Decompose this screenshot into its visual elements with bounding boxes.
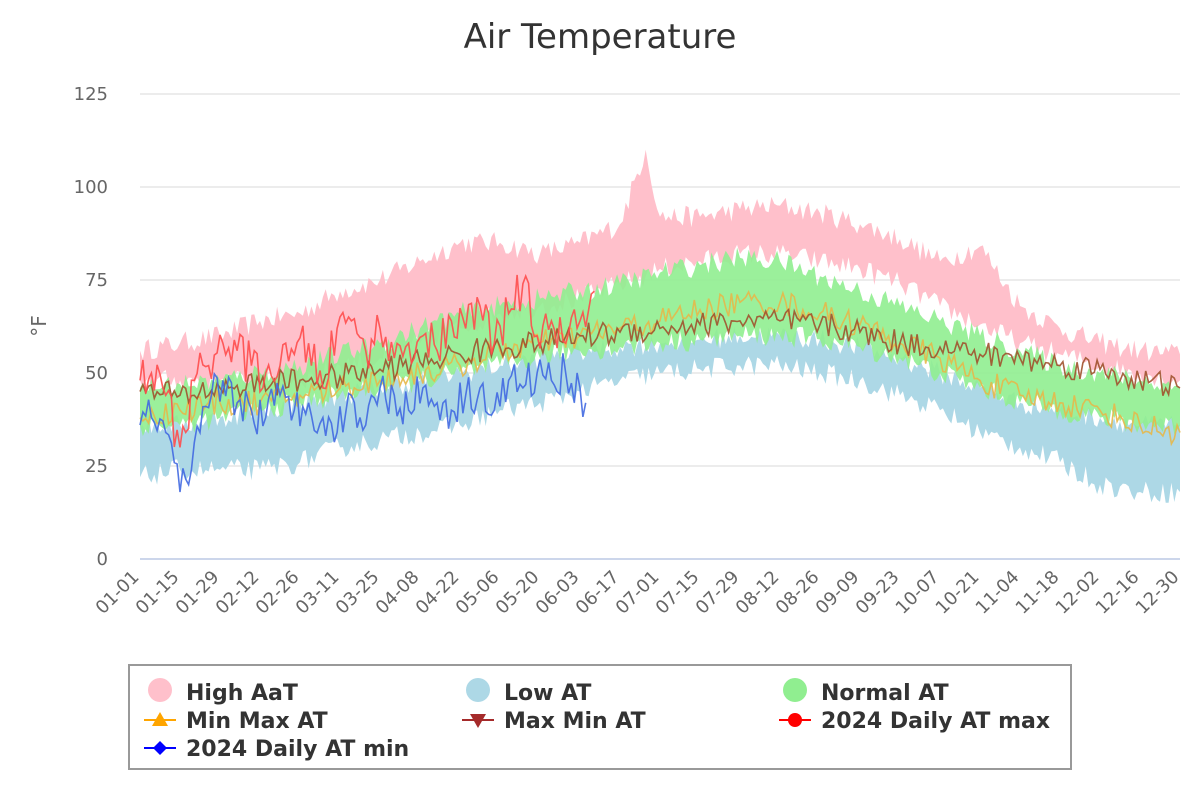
x-tick-label: 10-21 [932, 567, 984, 619]
x-tick-label: 10-07 [892, 567, 944, 619]
x-tick-label: 06-03 [532, 567, 584, 619]
x-tick-label: 06-17 [572, 567, 624, 619]
legend-label: High AaT [186, 681, 298, 706]
x-tick-label: 12-02 [1052, 567, 1104, 619]
x-tick-label: 07-15 [652, 567, 704, 619]
legend: High AaT Low AT Normal AT Min Max AT Max Min… [128, 664, 1072, 770]
x-tick-label: 04-08 [372, 567, 424, 619]
x-tick-label: 08-12 [732, 567, 784, 619]
x-tick-label: 02-12 [212, 567, 264, 619]
legend-item[interactable]: High AaT [148, 678, 298, 706]
line-2024-daily-at-min [139, 353, 587, 493]
x-tick-label: 09-23 [852, 567, 904, 619]
legend-label: 2024 Daily AT max [821, 709, 1050, 734]
band-series [140, 149, 1180, 503]
legend-label: Max Min AT [504, 709, 646, 734]
legend-label: Low AT [504, 681, 591, 706]
band-normal-at [140, 247, 1180, 437]
legend-item[interactable]: Low AT [466, 678, 591, 706]
line-series [139, 273, 1181, 493]
legend-symbol-icon [466, 678, 490, 702]
x-tick-label: 12-16 [1092, 567, 1144, 619]
line-max-min-at [139, 307, 1181, 405]
y-tick-label: 25 [85, 456, 108, 477]
x-tick-label: 03-11 [292, 567, 344, 619]
x-tick-label: 05-06 [452, 567, 504, 619]
legend-item[interactable]: Normal AT [783, 678, 949, 706]
legend-label: Normal AT [821, 681, 949, 706]
line-2024-daily-at-max [139, 273, 595, 448]
x-tick-label: 01-29 [172, 567, 224, 619]
y-tick-label: 125 [74, 84, 108, 105]
axes: 01-0101-1501-2902-1202-2603-1103-2504-08… [92, 558, 1184, 619]
legend-box [128, 664, 1072, 770]
band-low-at [140, 326, 1180, 503]
x-tick-label: 12-30 [1132, 567, 1184, 619]
y-axis-label: °F [27, 315, 51, 337]
y-tick-label: 50 [85, 363, 108, 384]
x-tick-label: 11-04 [972, 567, 1024, 619]
y-tick-label: 0 [97, 549, 108, 570]
chart-title: Air Temperature [464, 17, 737, 57]
legend-marker-icon [152, 712, 168, 726]
x-tick-label: 03-25 [332, 567, 384, 619]
line-min-max-at [139, 289, 1181, 447]
x-tick-label: 01-01 [92, 567, 144, 619]
x-tick-label: 07-29 [692, 567, 744, 619]
y-tick-label: 75 [85, 270, 108, 291]
legend-item[interactable]: Min Max AT [144, 709, 328, 734]
x-tick-label: 04-22 [412, 567, 464, 619]
legend-marker-icon [788, 713, 802, 727]
x-tick-label: 01-15 [132, 567, 184, 619]
x-tick-label: 11-18 [1012, 567, 1064, 619]
legend-item[interactable]: 2024 Daily AT min [144, 737, 409, 762]
legend-symbol-icon [783, 678, 807, 702]
legend-item[interactable]: Max Min AT [462, 709, 646, 734]
legend-marker-icon [153, 741, 167, 755]
x-tick-label: 09-09 [812, 567, 864, 619]
y-tick-label: 100 [74, 177, 108, 198]
legend-label: 2024 Daily AT min [186, 737, 409, 762]
legend-marker-icon [470, 714, 486, 728]
legend-label: Min Max AT [186, 709, 328, 734]
legend-symbol-icon [148, 678, 172, 702]
x-tick-label: 07-01 [612, 567, 664, 619]
x-tick-label: 05-20 [492, 567, 544, 619]
x-tick-label: 02-26 [252, 567, 304, 619]
legend-item[interactable]: 2024 Daily AT max [779, 709, 1050, 734]
x-tick-label: 08-26 [772, 567, 824, 619]
